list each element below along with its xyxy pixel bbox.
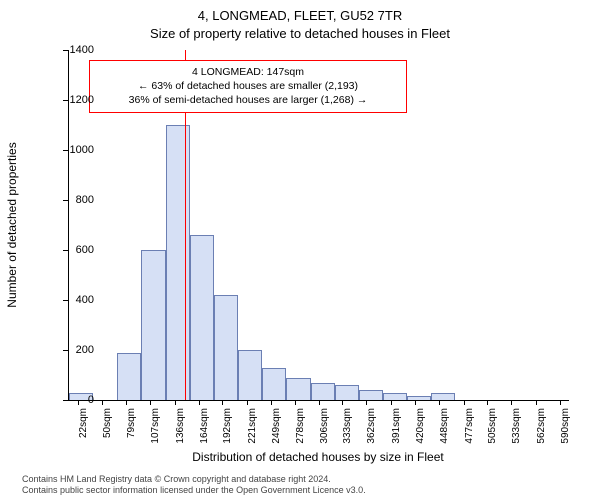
x-tick-mark [175, 400, 176, 405]
histogram-bar [141, 250, 165, 400]
histogram-bar [383, 393, 407, 401]
x-tick-mark [295, 400, 296, 405]
x-tick-mark [199, 400, 200, 405]
histogram-bar [286, 378, 310, 401]
x-tick-label: 278sqm [295, 408, 306, 458]
annotation-line: 36% of semi-detached houses are larger (… [98, 93, 398, 107]
y-axis-label: Number of detached properties [5, 142, 19, 307]
x-tick-mark [222, 400, 223, 405]
x-tick-label: 448sqm [439, 408, 450, 458]
y-tick-mark [63, 100, 68, 101]
histogram-bar [166, 125, 190, 400]
y-tick-label: 0 [88, 394, 94, 406]
histogram-bar [311, 383, 335, 401]
x-tick-label: 164sqm [199, 408, 210, 458]
x-tick-mark [78, 400, 79, 405]
x-tick-mark [391, 400, 392, 405]
footer: Contains HM Land Registry data © Crown c… [22, 474, 366, 497]
x-tick-label: 420sqm [415, 408, 426, 458]
y-tick-label: 600 [76, 244, 94, 256]
y-tick-label: 1400 [70, 44, 94, 56]
x-tick-label: 136sqm [175, 408, 186, 458]
x-tick-mark [247, 400, 248, 405]
x-tick-mark [102, 400, 103, 405]
histogram-bar [214, 295, 238, 400]
x-tick-label: 249sqm [271, 408, 282, 458]
chart-container: 4, LONGMEAD, FLEET, GU52 7TR Size of pro… [0, 0, 600, 500]
histogram-bar [335, 385, 359, 400]
x-tick-label: 79sqm [126, 408, 137, 458]
x-tick-mark [150, 400, 151, 405]
x-tick-mark [511, 400, 512, 405]
x-tick-mark [319, 400, 320, 405]
y-tick-mark [63, 350, 68, 351]
y-tick-mark [63, 400, 68, 401]
y-tick-label: 400 [76, 294, 94, 306]
x-tick-mark [536, 400, 537, 405]
y-tick-mark [63, 300, 68, 301]
chart-title-line1: 4, LONGMEAD, FLEET, GU52 7TR [0, 8, 600, 23]
histogram-bar [117, 353, 141, 401]
histogram-bar [431, 393, 455, 401]
x-tick-mark [126, 400, 127, 405]
histogram-bar [238, 350, 262, 400]
x-tick-mark [342, 400, 343, 405]
x-tick-mark [415, 400, 416, 405]
y-tick-mark [63, 150, 68, 151]
footer-line1: Contains HM Land Registry data © Crown c… [22, 474, 366, 485]
x-tick-label: 50sqm [102, 408, 113, 458]
histogram-bar [359, 390, 383, 400]
y-tick-mark [63, 50, 68, 51]
y-tick-label: 1000 [70, 144, 94, 156]
y-tick-mark [63, 200, 68, 201]
x-tick-label: 590sqm [560, 408, 571, 458]
y-tick-label: 800 [76, 194, 94, 206]
x-tick-label: 477sqm [464, 408, 475, 458]
x-tick-mark [271, 400, 272, 405]
x-tick-label: 22sqm [78, 408, 89, 458]
x-tick-mark [464, 400, 465, 405]
histogram-bar [190, 235, 214, 400]
histogram-bar [262, 368, 286, 401]
y-tick-label: 200 [76, 344, 94, 356]
y-tick-label: 1200 [70, 94, 94, 106]
chart-title-line2: Size of property relative to detached ho… [0, 26, 600, 41]
x-tick-mark [487, 400, 488, 405]
x-tick-mark [560, 400, 561, 405]
x-tick-label: 391sqm [391, 408, 402, 458]
x-tick-label: 192sqm [222, 408, 233, 458]
annotation-line: 4 LONGMEAD: 147sqm [98, 65, 398, 79]
annotation-box: 4 LONGMEAD: 147sqm← 63% of detached hous… [89, 60, 407, 113]
histogram-bar [407, 396, 431, 400]
y-tick-mark [63, 250, 68, 251]
x-tick-mark [439, 400, 440, 405]
x-tick-mark [366, 400, 367, 405]
x-tick-label: 333sqm [342, 408, 353, 458]
x-tick-label: 533sqm [511, 408, 522, 458]
x-tick-label: 107sqm [150, 408, 161, 458]
x-tick-label: 306sqm [319, 408, 330, 458]
footer-line2: Contains public sector information licen… [22, 485, 366, 496]
x-tick-label: 505sqm [487, 408, 498, 458]
annotation-line: ← 63% of detached houses are smaller (2,… [98, 79, 398, 93]
plot-area: 4 LONGMEAD: 147sqm← 63% of detached hous… [68, 50, 569, 401]
x-tick-label: 221sqm [247, 408, 258, 458]
x-tick-label: 562sqm [536, 408, 547, 458]
x-tick-label: 362sqm [366, 408, 377, 458]
